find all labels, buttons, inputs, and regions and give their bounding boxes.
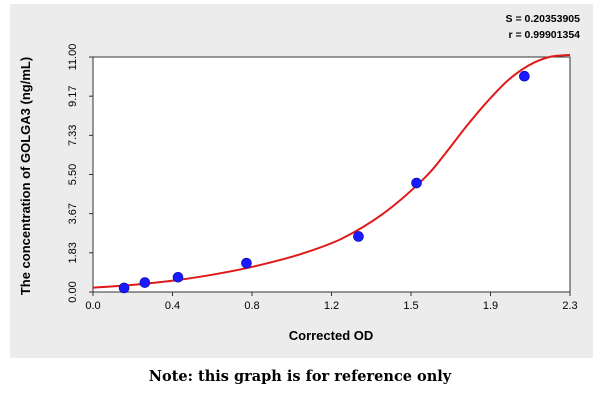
x-tick-label: 1.5 — [403, 300, 418, 312]
y-axis-ticks: 0.00 1.83 3.67 5.50 7.33 9.17 11.00 — [67, 44, 93, 303]
y-tick-label: 1.83 — [67, 242, 79, 263]
y-axis-title: The concentration of GOLGA3 (ng/mL) — [18, 57, 33, 295]
y-tick-label: 7.33 — [67, 125, 79, 146]
data-point — [139, 277, 151, 288]
data-point — [519, 70, 530, 82]
data-points — [118, 70, 530, 294]
x-tick-label: 0.0 — [85, 300, 100, 312]
y-tick-label: 3.67 — [67, 203, 79, 224]
x-axis-title: Corrected OD — [289, 328, 374, 343]
y-tick-label: 0.00 — [67, 281, 79, 302]
y-tick-label: 11.00 — [67, 44, 79, 71]
data-point — [353, 231, 364, 242]
stat-r: r = 0.99901354 — [508, 29, 580, 41]
stat-s: S = 0.20353905 — [506, 13, 581, 25]
data-point — [118, 282, 130, 294]
data-point — [172, 271, 184, 283]
data-point — [411, 177, 422, 189]
x-tick-label: 0.4 — [165, 300, 180, 312]
chart: 0.0 0.4 0.8 1.2 1.5 1.9 2.3 0.00 1.83 3.67 5.50 7.… — [10, 4, 593, 358]
x-axis-ticks: 0.0 0.4 0.8 1.2 1.5 1.9 2.3 — [85, 292, 578, 312]
x-tick-label: 2.3 — [562, 300, 577, 312]
data-point — [241, 257, 252, 269]
x-tick-label: 0.8 — [244, 300, 259, 312]
plot-area — [92, 56, 571, 293]
x-tick-label: 1.2 — [324, 300, 339, 312]
y-tick-label: 9.17 — [67, 85, 79, 106]
reference-note: Note: this graph is for reference only — [148, 368, 452, 385]
fit-curve — [92, 53, 571, 289]
x-tick-label: 1.9 — [483, 300, 498, 312]
y-tick-label: 5.50 — [67, 164, 79, 185]
